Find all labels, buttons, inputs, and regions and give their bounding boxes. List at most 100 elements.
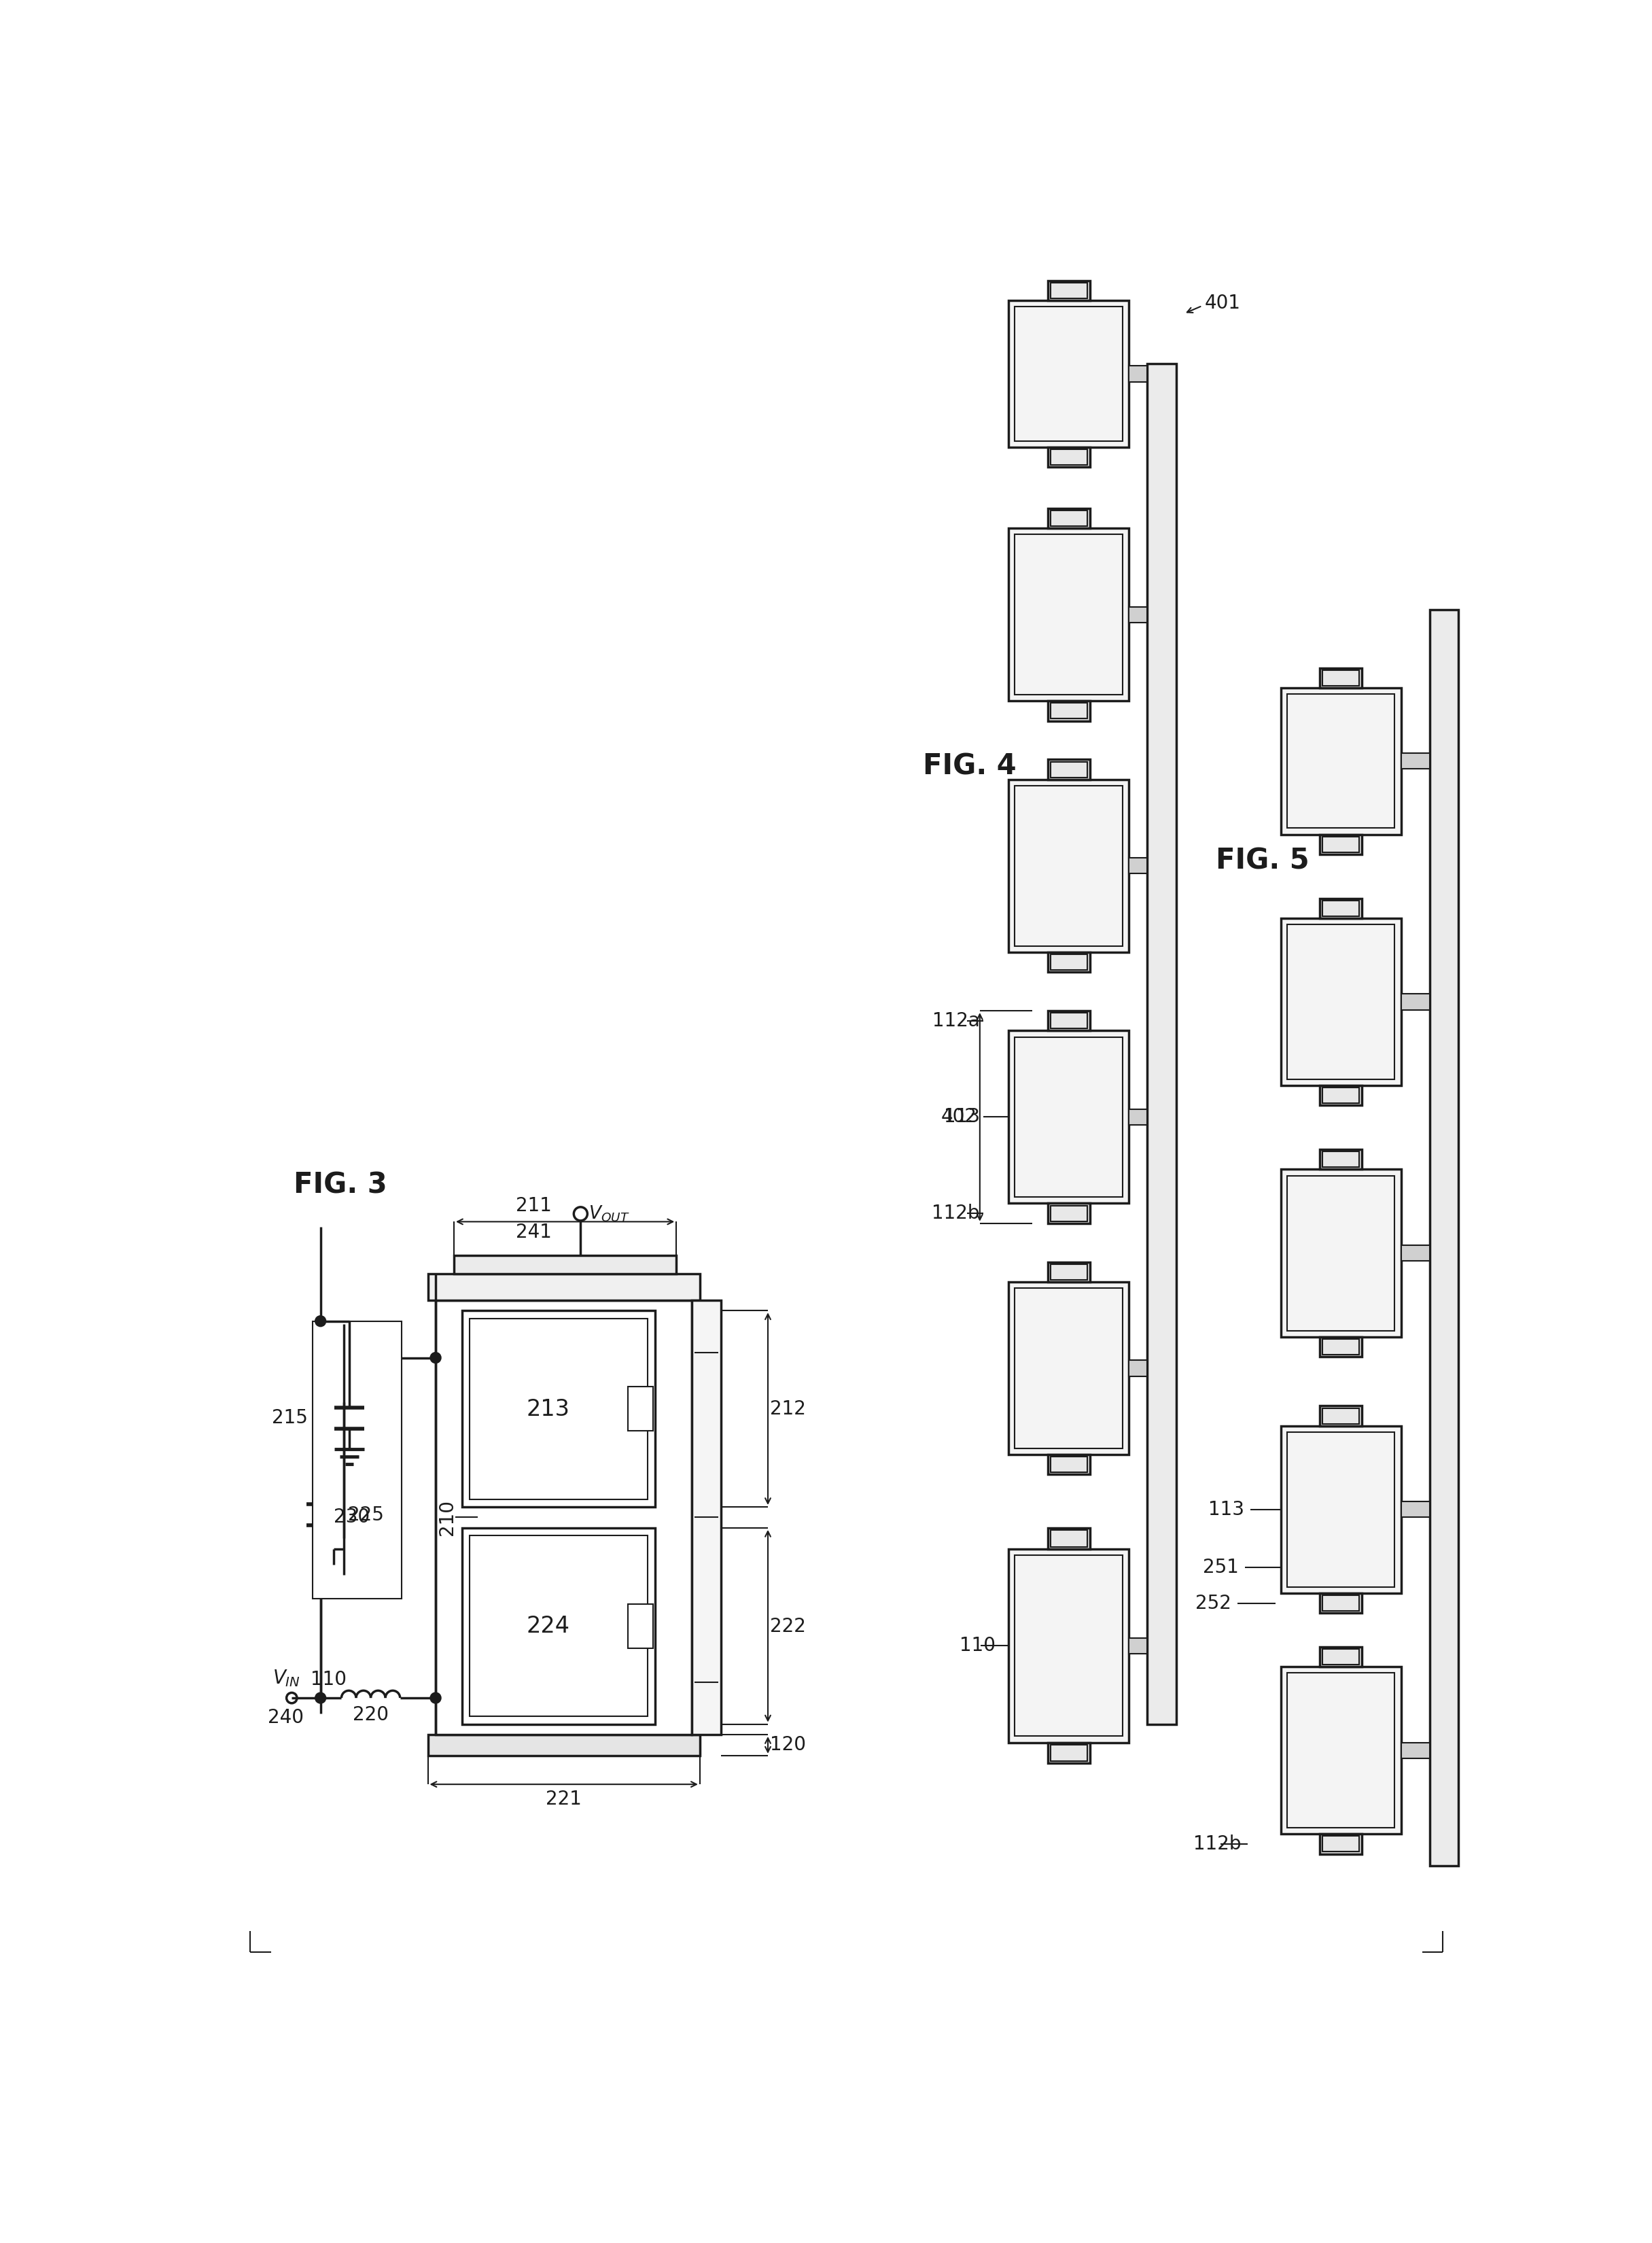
Bar: [1320, 1593, 1361, 1613]
Text: 211: 211: [515, 1196, 552, 1216]
Text: 112b: 112b: [1193, 1835, 1241, 1853]
Bar: [1051, 283, 1087, 298]
Bar: [1051, 702, 1087, 718]
Bar: [1009, 781, 1128, 951]
Bar: [1047, 509, 1090, 529]
Bar: [1051, 953, 1087, 969]
Bar: [1047, 700, 1090, 720]
Bar: [1014, 307, 1123, 442]
Bar: [1146, 363, 1176, 1725]
Bar: [1014, 1287, 1123, 1449]
Bar: [628, 1604, 653, 1649]
Text: 225: 225: [347, 1505, 383, 1525]
Bar: [428, 1274, 700, 1301]
Text: 113: 113: [1208, 1501, 1244, 1519]
Bar: [1014, 1554, 1123, 1736]
Bar: [1320, 1406, 1361, 1427]
Bar: [1323, 1151, 1360, 1166]
Circle shape: [431, 1353, 441, 1362]
Bar: [1051, 1014, 1087, 1030]
Bar: [1323, 1088, 1360, 1104]
Bar: [1047, 1453, 1090, 1474]
Text: 215: 215: [271, 1409, 307, 1427]
Bar: [1009, 1283, 1128, 1453]
Bar: [1047, 1202, 1090, 1222]
Bar: [1128, 857, 1146, 873]
Bar: [1280, 689, 1401, 834]
Text: 120: 120: [770, 1736, 806, 1754]
Bar: [1128, 1637, 1146, 1653]
Bar: [436, 1301, 692, 1734]
Bar: [1401, 994, 1431, 1009]
Text: $V_{OUT}$: $V_{OUT}$: [588, 1204, 629, 1222]
Bar: [1320, 1086, 1361, 1106]
Bar: [1047, 1527, 1090, 1548]
Bar: [1009, 529, 1128, 700]
Text: 240: 240: [268, 1709, 304, 1727]
Bar: [1287, 924, 1394, 1079]
Bar: [1320, 897, 1361, 917]
Bar: [1287, 1431, 1394, 1588]
Bar: [1320, 834, 1361, 855]
Bar: [1014, 785, 1123, 947]
Circle shape: [431, 1693, 441, 1702]
Bar: [1280, 917, 1401, 1086]
Bar: [1320, 668, 1361, 689]
Text: 213: 213: [527, 1397, 570, 1420]
Text: FIG. 4: FIG. 4: [922, 751, 1016, 781]
Text: 401: 401: [1204, 294, 1241, 312]
Bar: [1280, 1427, 1401, 1593]
Bar: [312, 1321, 401, 1599]
Bar: [469, 1319, 648, 1498]
Bar: [1401, 1743, 1431, 1759]
Bar: [1128, 1359, 1146, 1375]
Bar: [1047, 760, 1090, 781]
Bar: [463, 1310, 656, 1507]
Bar: [1051, 449, 1087, 464]
Bar: [1320, 1835, 1361, 1855]
Bar: [1280, 1667, 1401, 1835]
Bar: [1323, 1595, 1360, 1610]
Bar: [1051, 763, 1087, 778]
Text: 252: 252: [1194, 1595, 1231, 1613]
Bar: [1287, 693, 1394, 828]
Bar: [1051, 1204, 1087, 1220]
Bar: [1047, 1743, 1090, 1763]
Text: 402: 402: [942, 1108, 976, 1126]
Bar: [1323, 837, 1360, 852]
Bar: [692, 1301, 720, 1734]
Bar: [469, 1536, 648, 1716]
Text: 251: 251: [1203, 1557, 1239, 1577]
Text: 110: 110: [311, 1671, 347, 1689]
Text: 230: 230: [334, 1507, 370, 1527]
Text: 212: 212: [770, 1400, 806, 1418]
Bar: [1401, 1503, 1431, 1516]
Bar: [1047, 951, 1090, 971]
Bar: [1128, 1110, 1146, 1126]
Text: 222: 222: [770, 1617, 806, 1635]
Bar: [1009, 1548, 1128, 1743]
Bar: [1009, 1032, 1128, 1202]
Bar: [1047, 1263, 1090, 1283]
Text: FIG. 3: FIG. 3: [294, 1171, 387, 1200]
Bar: [1047, 446, 1090, 467]
Bar: [1323, 899, 1360, 915]
Bar: [1051, 1265, 1087, 1281]
Text: 113: 113: [943, 1108, 980, 1126]
Circle shape: [316, 1317, 325, 1326]
Bar: [1323, 1339, 1360, 1355]
Text: 112a: 112a: [932, 1012, 980, 1030]
Bar: [1287, 1175, 1394, 1330]
Text: 224: 224: [527, 1615, 570, 1637]
Bar: [1401, 754, 1431, 769]
Bar: [1047, 280, 1090, 301]
Circle shape: [316, 1693, 325, 1702]
Bar: [1401, 1245, 1431, 1261]
Text: 220: 220: [354, 1705, 388, 1725]
Text: 210: 210: [438, 1498, 456, 1536]
Bar: [1323, 671, 1360, 686]
Bar: [1014, 534, 1123, 695]
Bar: [454, 1256, 676, 1274]
Text: 110: 110: [960, 1635, 995, 1655]
Bar: [1320, 1337, 1361, 1357]
